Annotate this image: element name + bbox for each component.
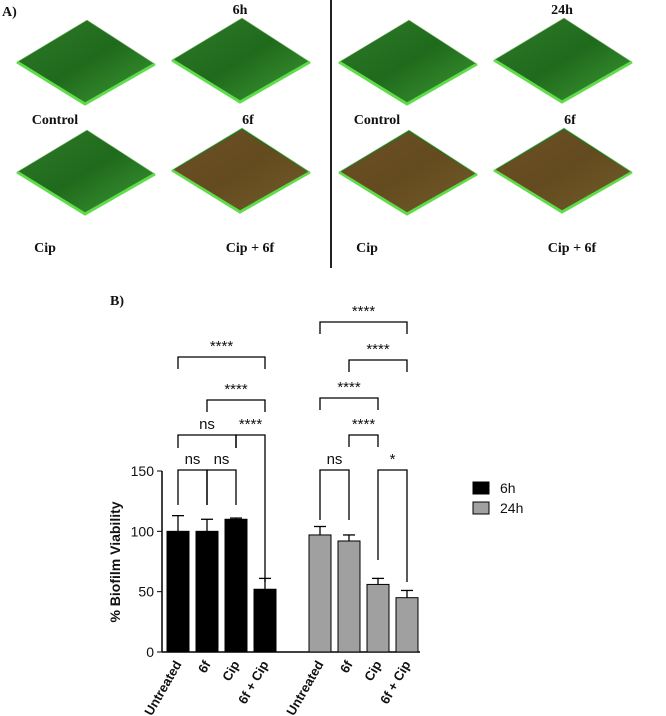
sig-label: ns (185, 451, 201, 468)
sig-label: * (390, 451, 396, 468)
afm-edge (16, 170, 156, 216)
legend-label: 6h (500, 480, 516, 496)
sig-bracket (177, 356, 266, 369)
sig-bracket (319, 469, 350, 520)
y-tick-label: 50 (138, 584, 154, 600)
x-tick-label: 6f (195, 657, 214, 675)
afm-image (16, 19, 156, 105)
bar (224, 518, 248, 653)
bar (395, 597, 419, 653)
afm-edge (493, 168, 633, 214)
sig-bracket (177, 434, 237, 448)
sig-label: ns (214, 451, 230, 468)
y-tick-label: 0 (146, 644, 154, 660)
x-tick-label: Cip (219, 658, 242, 684)
afm-edge (16, 60, 156, 106)
x-tick-label: Untreated (283, 658, 326, 716)
sig-bracket (319, 397, 379, 410)
legend-swatch (472, 501, 490, 515)
bar (308, 534, 332, 653)
afm-image (16, 129, 156, 215)
image-label: Cip (356, 241, 378, 256)
sig-label: **** (366, 341, 390, 358)
afm-overlay (496, 130, 630, 210)
afm-edge (338, 60, 478, 106)
y-axis-title: % Biofilm Viability (107, 501, 123, 622)
image-label: Cip + 6f (548, 241, 597, 256)
sig-label: **** (210, 338, 234, 355)
image-label: Cip (34, 241, 56, 256)
sig-label: ns (327, 451, 343, 468)
sig-label: **** (352, 416, 376, 433)
sig-bracket (348, 359, 408, 372)
sig-label: **** (337, 379, 361, 396)
group-title: 24h (551, 3, 573, 18)
bar (366, 583, 390, 653)
sig-bracket (206, 469, 237, 505)
afm-edge (171, 168, 311, 214)
panel-label: B) (110, 294, 124, 309)
sig-label: **** (352, 303, 376, 320)
afm-image (171, 17, 311, 103)
sig-bracket (177, 469, 208, 505)
group-title: 6h (233, 3, 248, 18)
image-label: Cip + 6f (226, 241, 275, 256)
sig-label: **** (239, 416, 263, 433)
sig-label: **** (224, 381, 248, 398)
image-label: Control (32, 113, 79, 128)
panel-label: A) (2, 5, 17, 20)
y-tick-label: 100 (131, 523, 155, 539)
afm-overlay (341, 132, 475, 212)
image-label: Control (354, 113, 401, 128)
afm-edge (493, 58, 633, 104)
afm-edge (171, 58, 311, 104)
bar (195, 530, 219, 653)
sig-bracket (235, 434, 266, 582)
afm-overlay (174, 130, 308, 210)
bar (253, 588, 277, 653)
x-tick-label: Untreated (141, 658, 184, 716)
afm-image (338, 19, 478, 105)
image-label: 6f (242, 113, 254, 128)
sig-bracket (377, 469, 408, 582)
legend-swatch (472, 481, 490, 495)
image-label: 6f (564, 113, 576, 128)
sig-bracket (319, 321, 408, 334)
legend-label: 24h (500, 500, 523, 516)
afm-image (493, 17, 633, 103)
bar (166, 530, 190, 653)
x-tick-label: 6f (337, 657, 356, 675)
sig-label: ns (199, 416, 215, 433)
afm-edge (338, 170, 478, 216)
x-tick-label: Cip (361, 658, 384, 684)
y-tick-label: 150 (131, 463, 155, 479)
bar (337, 540, 361, 653)
sig-bracket (206, 399, 266, 412)
sig-bracket (348, 434, 379, 447)
